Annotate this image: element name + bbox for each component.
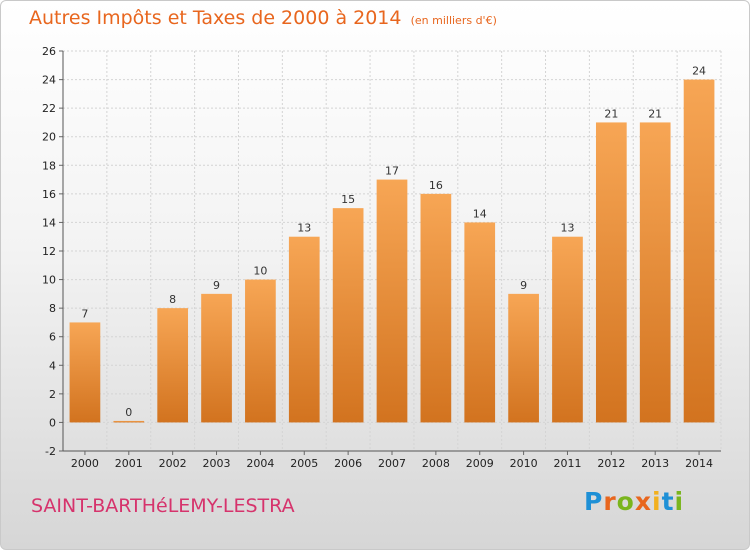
y-tick-label: 12 xyxy=(42,245,56,258)
data-label: 15 xyxy=(341,193,355,206)
bar xyxy=(420,193,452,423)
data-label: 14 xyxy=(473,207,487,220)
data-label: 16 xyxy=(429,179,443,192)
y-tick-label: 2 xyxy=(49,388,56,401)
bars xyxy=(69,79,715,423)
x-tick-label: 2007 xyxy=(378,457,406,470)
brand-letter: x xyxy=(634,487,652,516)
data-label: 10 xyxy=(253,265,267,278)
x-tick-label: 2009 xyxy=(466,457,494,470)
y-tick-label: 8 xyxy=(49,302,56,315)
data-label: 21 xyxy=(604,107,618,120)
bar xyxy=(683,79,715,423)
bar xyxy=(595,122,627,423)
brand-letter: t xyxy=(661,487,675,516)
bar xyxy=(69,322,101,423)
bar xyxy=(552,236,583,423)
data-label: 17 xyxy=(385,165,399,178)
y-tick-label: 0 xyxy=(49,416,56,429)
y-tick-label: 10 xyxy=(42,274,56,287)
x-tick-label: 2010 xyxy=(510,457,538,470)
x-tick-label: 2011 xyxy=(553,457,581,470)
bar xyxy=(288,236,320,423)
x-tick-label: 2003 xyxy=(203,457,231,470)
x-tick-label: 2008 xyxy=(422,457,450,470)
data-label: 13 xyxy=(297,222,311,235)
brand-letter: o xyxy=(616,487,635,516)
x-tick-label: 2000 xyxy=(71,457,99,470)
y-tick-label: 24 xyxy=(42,74,56,87)
data-label: 7 xyxy=(81,307,88,320)
bar xyxy=(113,420,145,423)
x-tick-label: 2014 xyxy=(685,457,713,470)
bar xyxy=(464,222,496,423)
bar xyxy=(332,208,364,423)
x-tick-label: 2013 xyxy=(641,457,669,470)
y-tick-label: 16 xyxy=(42,188,56,201)
bar xyxy=(157,308,189,423)
commune-name: SAINT-BARTHéLEMY-LESTRA xyxy=(31,495,295,517)
brand-letter: i xyxy=(652,487,662,516)
data-label: 8 xyxy=(169,293,176,306)
data-label: 24 xyxy=(692,65,706,78)
y-tick-label: 22 xyxy=(42,102,56,115)
bar xyxy=(245,279,276,423)
x-tick-label: 2001 xyxy=(115,457,143,470)
x-tick-label: 2005 xyxy=(290,457,318,470)
y-tick-label: 26 xyxy=(42,45,56,58)
chart-title: Autres Impôts et Taxes de 2000 à 2014 (e… xyxy=(29,7,497,29)
y-tick-label: -2 xyxy=(45,445,56,458)
y-tick-label: 6 xyxy=(49,331,56,344)
data-label: 0 xyxy=(125,406,132,419)
brand-letter: P xyxy=(584,487,604,516)
x-tick-label: 2006 xyxy=(334,457,362,470)
x-tick-label: 2004 xyxy=(246,457,274,470)
data-label: 21 xyxy=(648,107,662,120)
x-tick-label: 2002 xyxy=(159,457,187,470)
y-tick-label: 14 xyxy=(42,216,56,229)
bar xyxy=(639,122,671,423)
bar xyxy=(376,179,408,423)
brand-logo: Proxiti xyxy=(584,487,684,516)
y-tick-label: 4 xyxy=(49,359,56,372)
y-tick-label: 18 xyxy=(42,159,56,172)
bar xyxy=(201,293,232,423)
bar xyxy=(508,293,539,423)
data-label: 9 xyxy=(520,279,527,292)
brand-letter: i xyxy=(674,487,685,516)
unit-note: (en milliers d'€) xyxy=(410,14,497,27)
data-label: 9 xyxy=(213,279,220,292)
data-labels: 7 0 8 9 10 13 15 17 16 14 9 13 21 21 24 xyxy=(81,65,706,419)
title-text: Autres Impôts et Taxes de 2000 à 2014 xyxy=(29,7,402,29)
data-label: 13 xyxy=(560,222,574,235)
y-tick-label: 20 xyxy=(42,131,56,144)
brand-letter: r xyxy=(603,487,617,516)
x-tick-label: 2012 xyxy=(597,457,625,470)
